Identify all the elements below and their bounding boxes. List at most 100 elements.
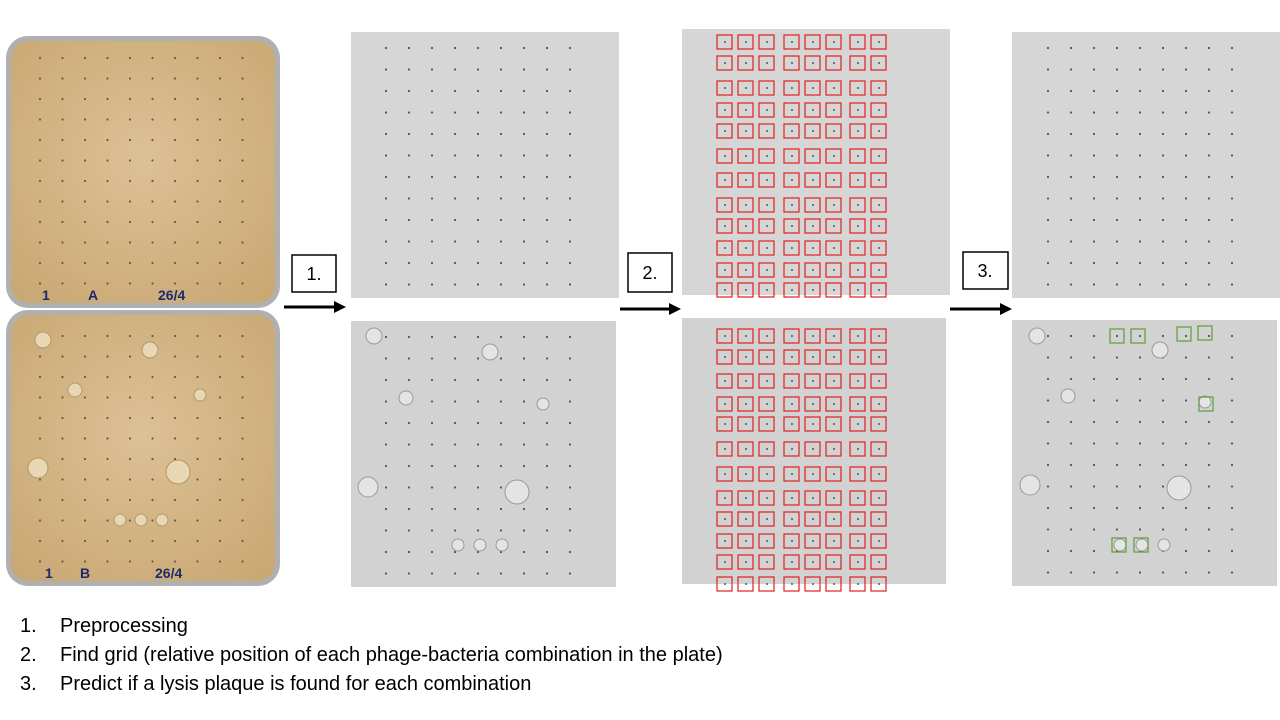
spot (38, 97, 42, 101)
spot (1207, 68, 1211, 71)
spot (878, 225, 880, 227)
spot (522, 443, 526, 446)
step-label-3: 3. (977, 261, 992, 281)
spot (833, 497, 835, 499)
spot (745, 497, 747, 499)
spot (878, 518, 880, 520)
spot (1230, 442, 1234, 445)
spot (83, 437, 87, 440)
spot (522, 132, 526, 136)
grid-cell-box (716, 533, 733, 549)
spot (878, 423, 880, 425)
spot (1207, 175, 1211, 179)
spot (476, 197, 480, 200)
spot (812, 87, 814, 89)
spot (766, 518, 768, 520)
spot (106, 457, 109, 461)
spot (384, 240, 388, 243)
spot (724, 403, 726, 405)
grid-cell-box (716, 55, 733, 71)
spot (1184, 154, 1188, 157)
spot (1207, 334, 1211, 338)
spot (1046, 334, 1050, 338)
spot (83, 159, 87, 162)
grid-cell-box (737, 34, 754, 50)
grid-cell-box (783, 55, 800, 71)
spot (218, 539, 222, 543)
spot (545, 507, 549, 511)
spot (812, 41, 814, 43)
grid-cell-box (737, 262, 754, 278)
spot (430, 550, 434, 554)
spot (1092, 197, 1096, 200)
spot (1069, 132, 1073, 136)
spot (241, 498, 244, 502)
grid-cell-box (825, 282, 842, 298)
spot (1207, 240, 1211, 243)
grid-cell-box (804, 466, 821, 482)
spot (857, 518, 859, 520)
spot (241, 56, 244, 60)
grid-cell-box (825, 396, 842, 412)
spot (1161, 175, 1165, 179)
spot (1207, 377, 1211, 381)
grid-cell-box (716, 511, 733, 527)
spot (128, 478, 132, 481)
spot (173, 118, 177, 121)
grid-cell-box (849, 102, 866, 118)
spot (1092, 46, 1096, 50)
spot (1230, 377, 1234, 381)
spot (173, 457, 177, 461)
grid-cell-box (825, 172, 842, 188)
spot (430, 335, 434, 339)
grid-cell-box (804, 328, 821, 344)
spot (106, 498, 109, 502)
step-arrow-1: 1. (284, 254, 346, 313)
spot (38, 498, 42, 502)
spot (545, 197, 549, 200)
grid-cell-box (870, 490, 887, 506)
spot (857, 583, 859, 585)
lysis-hit-box (1130, 328, 1146, 344)
spot (766, 423, 768, 425)
spot (745, 540, 747, 542)
grid-cell-box (870, 328, 887, 344)
spot (151, 416, 154, 420)
spot (241, 560, 244, 563)
grid-cell-box (825, 218, 842, 234)
grid-cell-box (870, 102, 887, 118)
spot (857, 403, 859, 405)
spot (812, 225, 814, 227)
spot (1092, 463, 1096, 467)
spot (61, 498, 64, 502)
spot (218, 437, 222, 440)
grid-cell-box (849, 197, 866, 213)
spot (38, 519, 42, 522)
spot (106, 118, 109, 121)
spot (407, 335, 411, 339)
spot (745, 62, 747, 64)
spot (745, 204, 747, 206)
grid-cell-box (849, 576, 866, 592)
spot (1046, 528, 1050, 531)
spot (1138, 89, 1142, 93)
grid-cell-box (737, 282, 754, 298)
spot (1230, 175, 1234, 179)
grid-cell-box (870, 441, 887, 457)
spot (430, 132, 434, 136)
spot (1184, 571, 1188, 574)
spot (83, 282, 87, 285)
spot (1069, 197, 1073, 200)
spot (407, 175, 411, 179)
spot (106, 282, 109, 285)
spot (812, 269, 814, 271)
spot (1092, 356, 1096, 359)
plate-top-label-1: 1 (42, 287, 50, 303)
grid-cell-box (849, 441, 866, 457)
spot (499, 335, 503, 339)
grid-cell-box (716, 373, 733, 389)
spot (791, 423, 793, 425)
spot (407, 218, 411, 222)
spot (857, 540, 859, 542)
lysis-plaque (155, 513, 169, 527)
